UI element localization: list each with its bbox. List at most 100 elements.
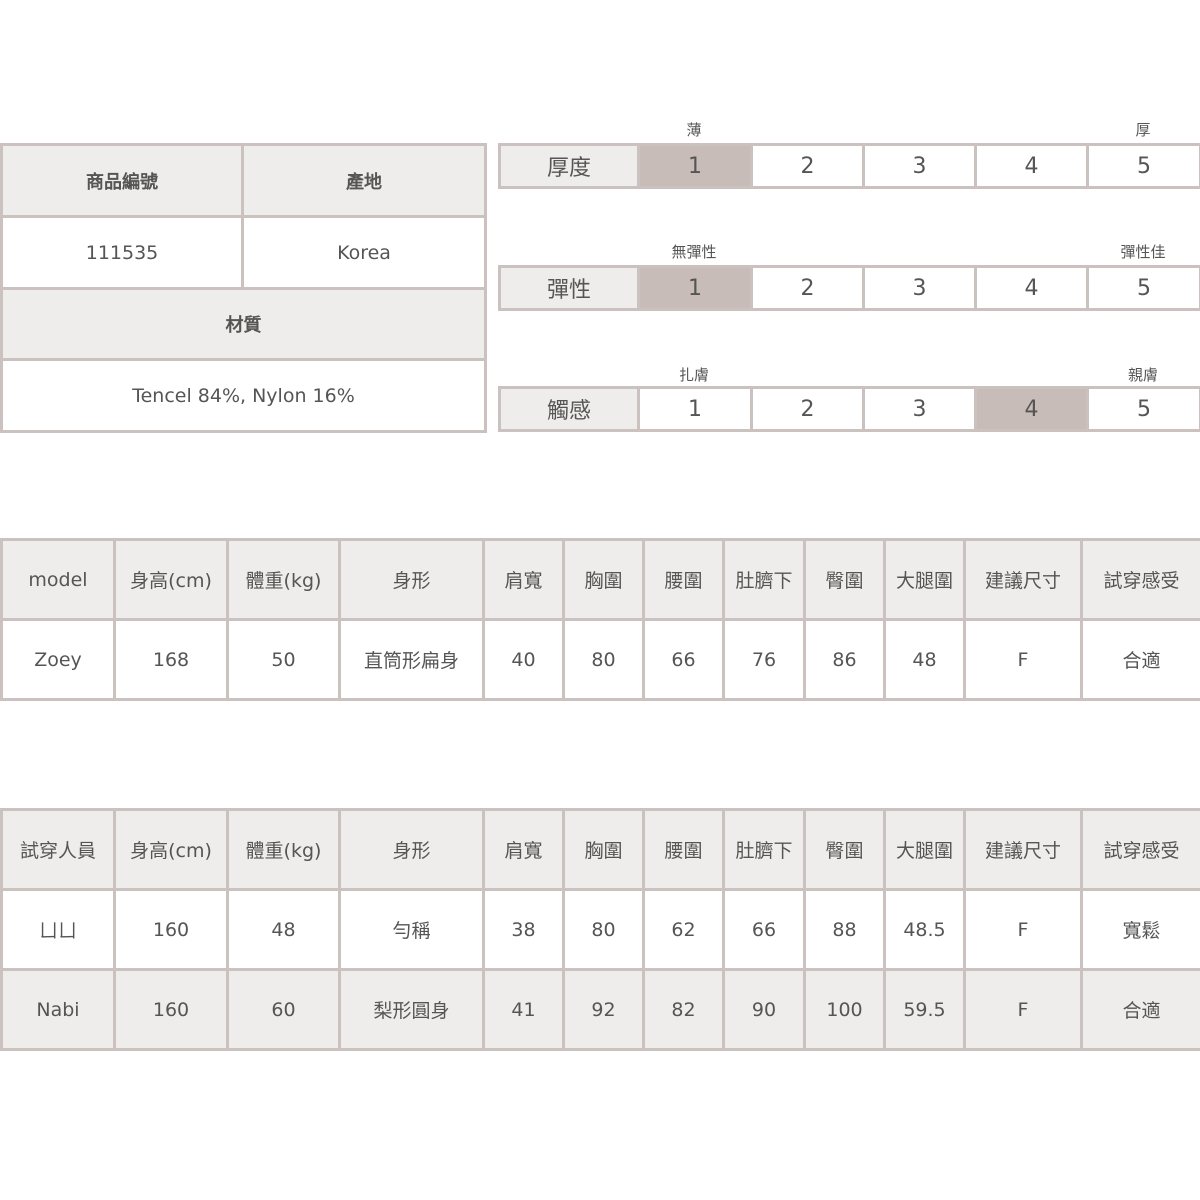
- product-info-table: 商品編號 產地 111535 Korea 材質 Tencel 84%, Nylo…: [0, 143, 487, 433]
- column-header: 臀圍: [803, 808, 886, 891]
- scale-3: 觸感 1 2 3 4 5: [498, 386, 1200, 432]
- table-cell: 88: [803, 888, 886, 971]
- table-cell: Nabi: [0, 968, 116, 1051]
- header-row: model 身高(cm) 體重(kg) 身形 肩寬 胸圍 腰圍 肚臍下 臀圍 大腿圍 建議尺寸 試穿感…: [0, 538, 1200, 621]
- column-header: 試穿感受: [1080, 538, 1200, 621]
- table-cell: F: [963, 888, 1083, 971]
- table-cell: 40: [482, 618, 565, 701]
- table-cell: 38: [482, 888, 565, 971]
- material-value: Tencel 84%, Nylon 16%: [0, 358, 487, 433]
- column-header: 建議尺寸: [963, 538, 1083, 621]
- tester-size-table: 試穿人員 身高(cm) 體重(kg) 身形 肩寬 胸圍 腰圍 肚臍下 臀圍 大腿圍 建議尺寸 試穿感受…: [0, 808, 1200, 1051]
- table-cell: 合適: [1080, 618, 1200, 701]
- table-cell: ㄩㄩ: [0, 888, 116, 971]
- table-cell: 160: [113, 968, 229, 1051]
- column-header: 腰圍: [642, 808, 725, 891]
- scale-option: 5: [1086, 265, 1200, 311]
- table-cell: 50: [226, 618, 341, 701]
- model-size-table: model 身高(cm) 體重(kg) 身形 肩寬 胸圍 腰圍 肚臍下 臀圍 大腿圍 建議尺寸 試穿感…: [0, 538, 1200, 701]
- scale-option: 2: [750, 386, 865, 432]
- column-header: 胸圍: [562, 808, 645, 891]
- table-cell: 80: [562, 618, 645, 701]
- scale-name: 厚度: [498, 143, 640, 189]
- scale-name: 彈性: [498, 265, 640, 311]
- table-cell: 直筒形扁身: [338, 618, 485, 701]
- column-header: 大腿圍: [883, 538, 966, 621]
- column-header: 身形: [338, 808, 485, 891]
- table-cell: 41: [482, 968, 565, 1051]
- scale-low-label: 扎膚: [678, 366, 710, 384]
- column-header: 試穿感受: [1080, 808, 1200, 891]
- scale-option: 3: [862, 386, 977, 432]
- column-header: 試穿人員: [0, 808, 116, 891]
- header-row: 試穿人員 身高(cm) 體重(kg) 身形 肩寬 胸圍 腰圍 肚臍下 臀圍 大腿圍 建議尺寸 試穿感受: [0, 808, 1200, 891]
- table-cell: 梨形圓身: [338, 968, 485, 1051]
- table-cell: 66: [722, 888, 806, 971]
- table-cell: 168: [113, 618, 229, 701]
- table-cell: 寬鬆: [1080, 888, 1200, 971]
- origin-value: Korea: [241, 215, 487, 290]
- table-row: Nabi 160 60 梨形圓身 41 92 82 90 100 59.5 F 合適: [0, 968, 1200, 1051]
- table-cell: 92: [562, 968, 645, 1051]
- column-header: 腰圍: [642, 538, 725, 621]
- scale-option-selected: 4: [974, 386, 1089, 432]
- column-header: 建議尺寸: [963, 808, 1083, 891]
- column-header: 身形: [338, 538, 485, 621]
- scale-high-label: 厚: [1135, 121, 1151, 139]
- table-row: Zoey 168 50 直筒形扁身 40 80 66 76 86 48 F 合適: [0, 618, 1200, 701]
- column-header: 體重(kg): [226, 538, 341, 621]
- material-header: 材質: [0, 287, 487, 361]
- column-header: 臀圍: [803, 538, 886, 621]
- column-header: 身高(cm): [113, 538, 229, 621]
- table-cell: 100: [803, 968, 886, 1051]
- scale-name: 觸感: [498, 386, 640, 432]
- table-cell: 90: [722, 968, 806, 1051]
- table-cell: 82: [642, 968, 725, 1051]
- scale-option: 5: [1086, 143, 1200, 189]
- table-cell: Zoey: [0, 618, 116, 701]
- scale-1: 厚度 1 2 3 4 5: [498, 143, 1200, 189]
- scale-option: 4: [974, 265, 1089, 311]
- table-cell: 48: [883, 618, 966, 701]
- table-cell: 76: [722, 618, 806, 701]
- table-cell: 59.5: [883, 968, 966, 1051]
- scale-low-label: 無彈性: [671, 243, 717, 261]
- scale-low-label: 薄: [686, 121, 702, 139]
- column-header: 肚臍下: [722, 538, 806, 621]
- scale-option: 5: [1086, 386, 1200, 432]
- scale-option: 4: [974, 143, 1089, 189]
- table-cell: F: [963, 618, 1083, 701]
- table-cell: 48.5: [883, 888, 966, 971]
- product-id-value: 111535: [0, 215, 244, 290]
- scale-option-selected: 1: [637, 265, 753, 311]
- table-cell: 60: [226, 968, 341, 1051]
- column-header: 身高(cm): [113, 808, 229, 891]
- scale-option-selected: 1: [637, 143, 753, 189]
- table-cell: 62: [642, 888, 725, 971]
- column-header: 肩寬: [482, 808, 565, 891]
- scale-option: 3: [862, 143, 977, 189]
- table-cell: 48: [226, 888, 341, 971]
- origin-header: 產地: [241, 143, 487, 218]
- scale-option: 2: [750, 265, 865, 311]
- scale-2: 彈性 1 2 3 4 5: [498, 265, 1200, 311]
- table-cell: 160: [113, 888, 229, 971]
- scale-option: 1: [637, 386, 753, 432]
- product-id-header: 商品編號: [0, 143, 244, 218]
- column-header: 肩寬: [482, 538, 565, 621]
- scale-high-label: 親膚: [1127, 366, 1159, 384]
- table-cell: 合適: [1080, 968, 1200, 1051]
- table-cell: 86: [803, 618, 886, 701]
- column-header: 肚臍下: [722, 808, 806, 891]
- table-cell: 66: [642, 618, 725, 701]
- table-cell: 80: [562, 888, 645, 971]
- column-header: 胸圍: [562, 538, 645, 621]
- table-cell: 勻稱: [338, 888, 485, 971]
- table-cell: F: [963, 968, 1083, 1051]
- scale-option: 3: [862, 265, 977, 311]
- column-header: 大腿圍: [883, 808, 966, 891]
- column-header: model: [0, 538, 116, 621]
- table-row: ㄩㄩ 160 48 勻稱 38 80 62 66 88 48.5 F 寬鬆: [0, 888, 1200, 971]
- column-header: 體重(kg): [226, 808, 341, 891]
- scale-high-label: 彈性佳: [1120, 243, 1166, 261]
